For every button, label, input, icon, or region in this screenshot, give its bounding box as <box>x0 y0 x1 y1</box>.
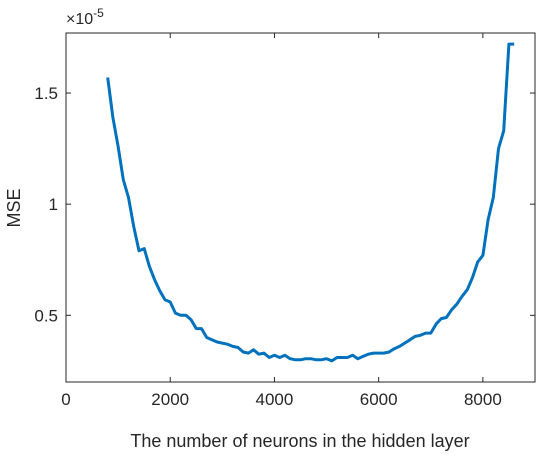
series-layer <box>106 42 515 363</box>
y-tick-label: 1 <box>49 195 58 214</box>
x-tick-label: 6000 <box>360 390 398 409</box>
x-axis-label: The number of neurons in the hidden laye… <box>130 431 469 451</box>
plot-frame <box>65 32 536 383</box>
ticks-layer: 0 2000 4000 6000 8000 0.5 1 1.5 <box>34 33 535 409</box>
x-tick-label: 4000 <box>256 390 294 409</box>
y-exponent-label: ×10-5 <box>66 6 104 28</box>
y-tick-label: 0.5 <box>34 306 58 325</box>
y-axis-label: MSE <box>4 188 24 227</box>
y-exponent-base: ×10 <box>66 11 93 28</box>
x-tick-label: 0 <box>61 390 70 409</box>
y-tick-label: 1.5 <box>34 84 58 103</box>
x-tick-label: 2000 <box>151 390 189 409</box>
y-exponent-power: -5 <box>93 6 104 20</box>
x-tick-label: 8000 <box>464 390 502 409</box>
svg-text:×10-5: ×10-5 <box>66 6 104 28</box>
series-line <box>106 42 515 363</box>
